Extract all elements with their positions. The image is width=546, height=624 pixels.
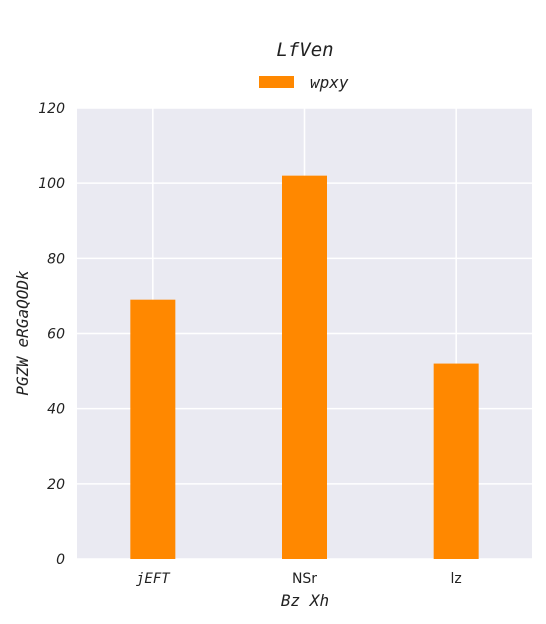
y-tick-label: 40	[47, 402, 65, 418]
x-axis-ticks: jEFT NSr lz	[136, 571, 462, 587]
x-tick-label: jEFT	[136, 571, 171, 587]
y-tick-label: 80	[47, 251, 65, 267]
legend-swatch	[259, 76, 294, 88]
y-tick-label: 0	[56, 552, 65, 568]
bar-lz	[433, 363, 479, 559]
y-tick-label: 60	[47, 327, 65, 343]
bar-jEFT	[130, 299, 176, 559]
bar-NSr	[282, 175, 327, 559]
x-axis-title: Bz Xh	[281, 591, 329, 610]
chart-title: LfVen	[276, 39, 333, 61]
y-tick-label: 120	[38, 101, 65, 117]
x-tick-label: NSr	[292, 571, 317, 587]
y-tick-label: 20	[47, 477, 65, 493]
legend: wpxy	[259, 73, 349, 92]
y-tick-label: 100	[38, 176, 65, 192]
bars	[130, 175, 479, 559]
y-axis-ticks: 0 20 40 60 80 100 120	[38, 101, 65, 568]
legend-label: wpxy	[310, 73, 349, 92]
y-axis-title: PGZW eRGaQODk	[13, 270, 32, 396]
x-tick-label: lz	[451, 571, 462, 587]
